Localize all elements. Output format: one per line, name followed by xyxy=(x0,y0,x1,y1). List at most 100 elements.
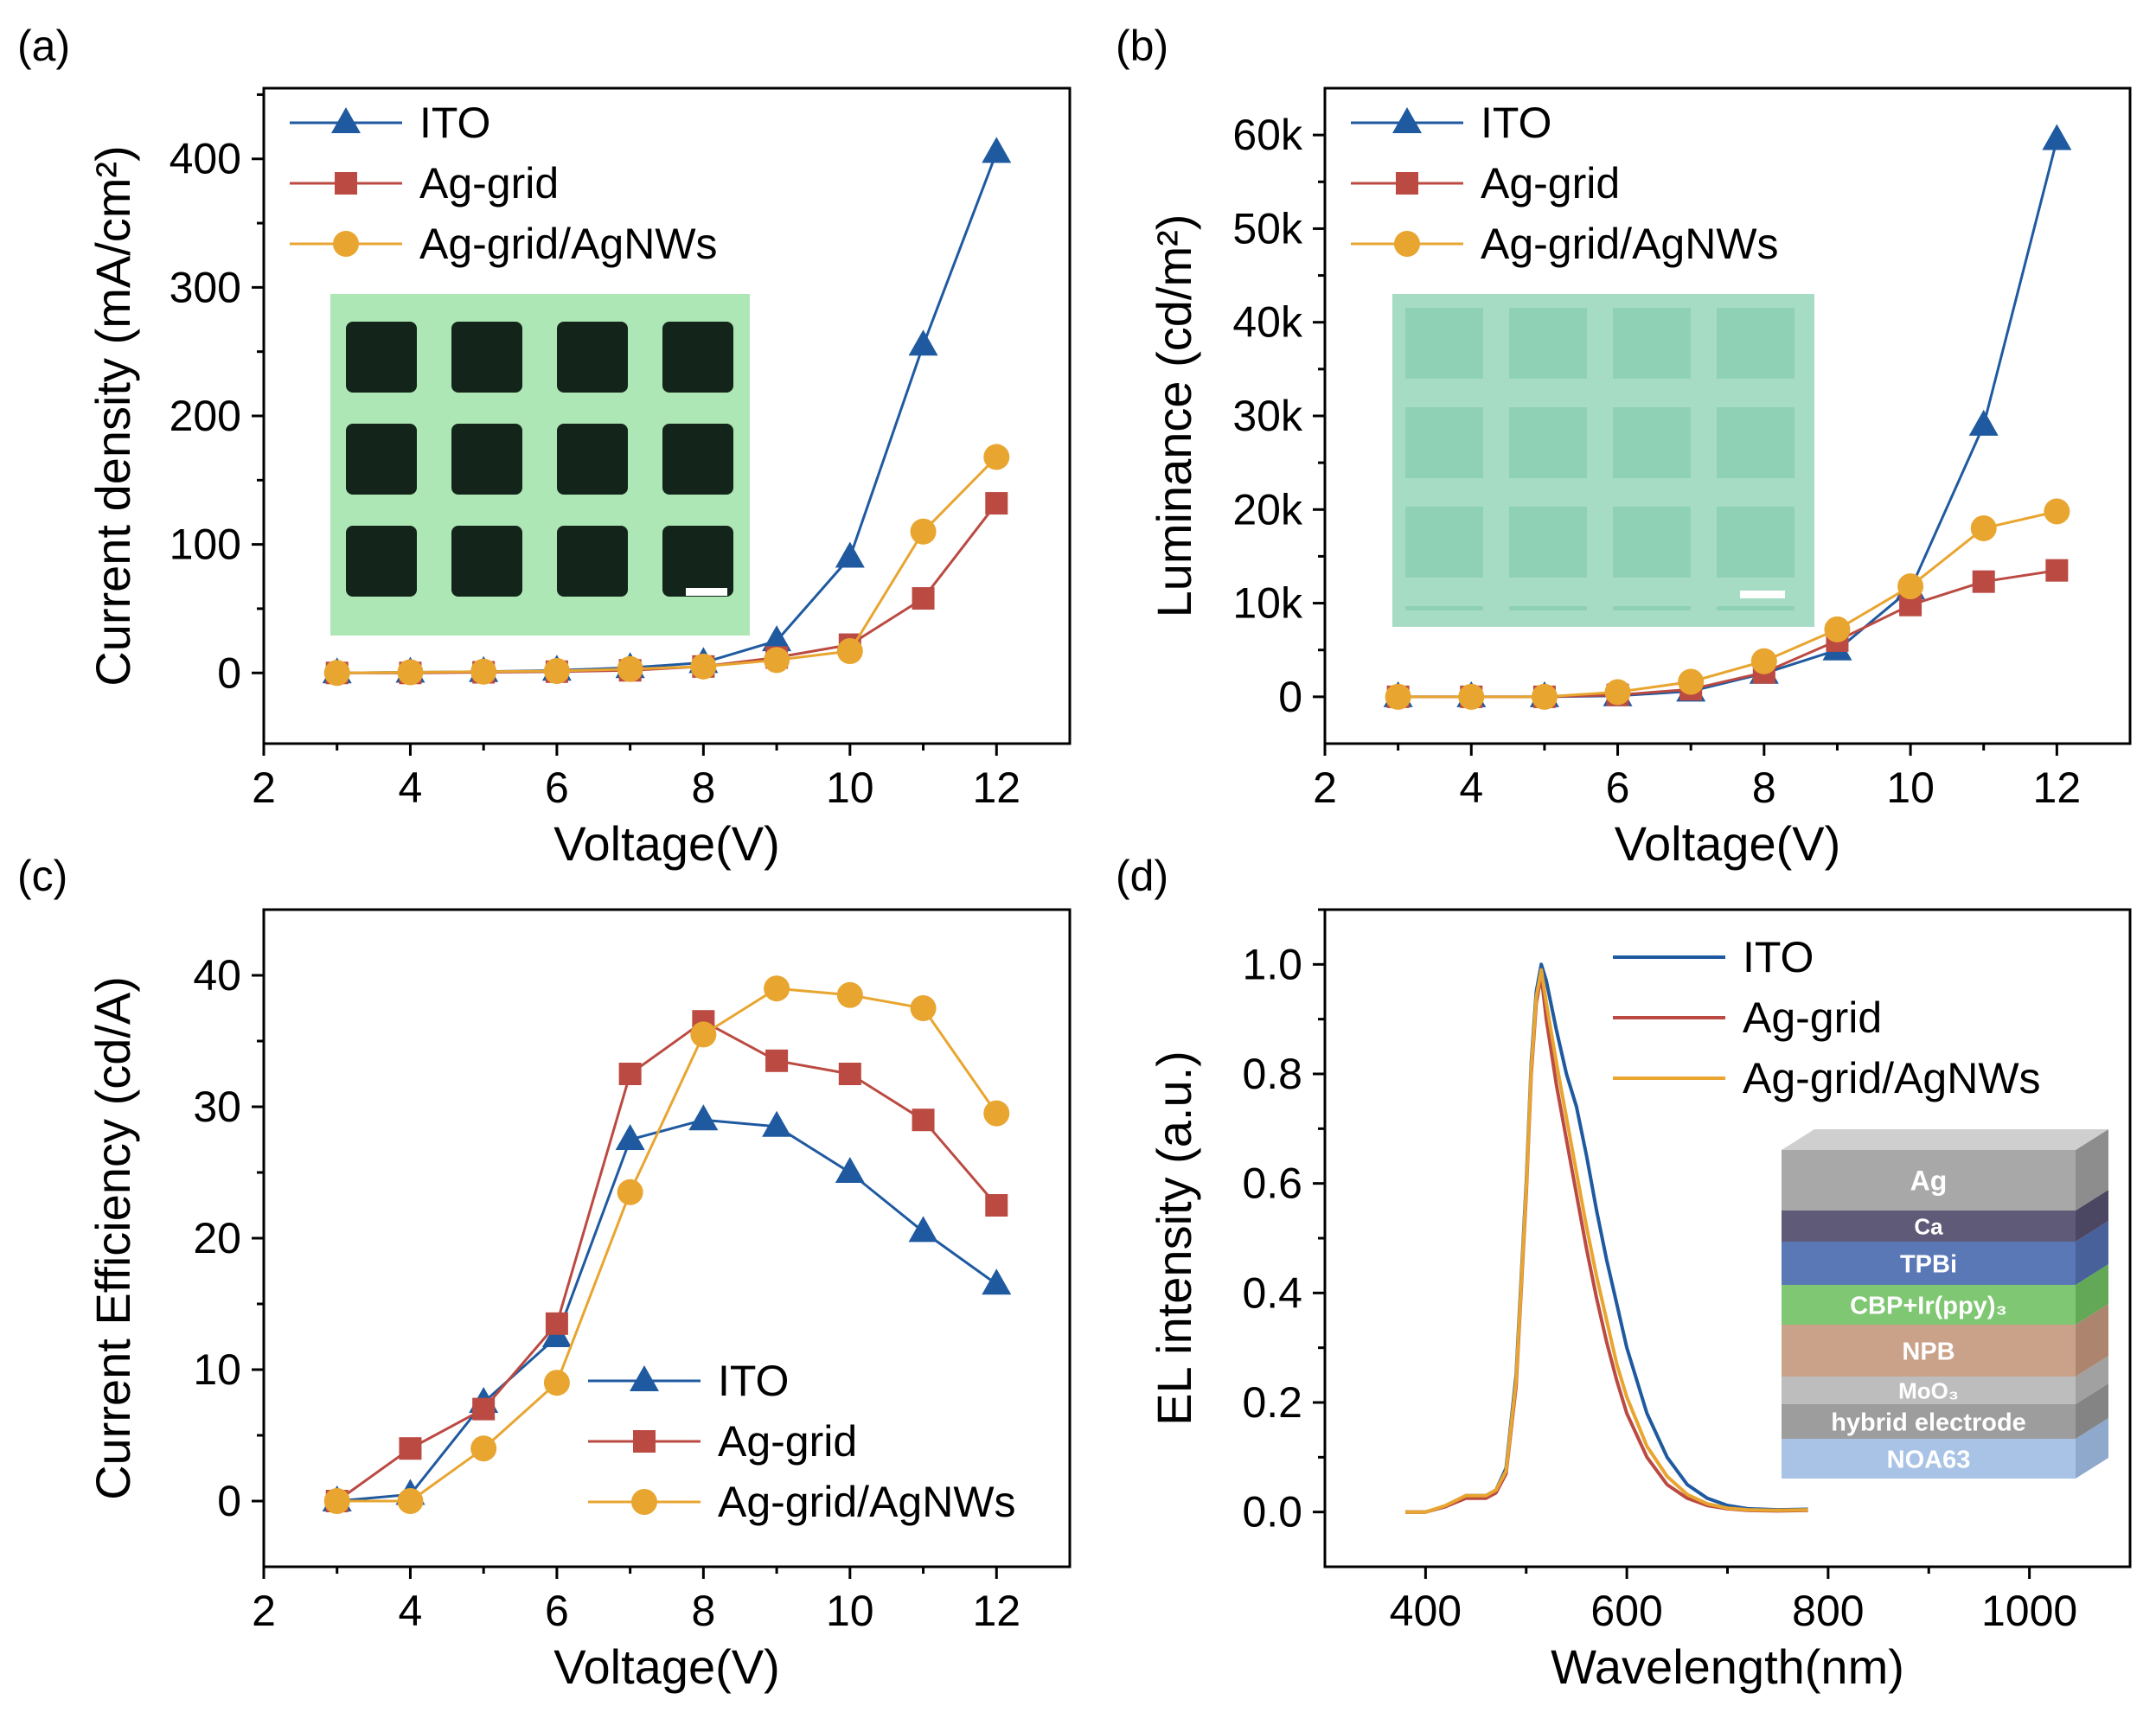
stack-layer-front xyxy=(1782,1211,2076,1242)
data-point-ag-grid-agnws xyxy=(983,444,1010,470)
inset-micrograph-square xyxy=(557,424,628,495)
data-point-ag-grid-agnws xyxy=(764,647,790,674)
y-tick-label: 200 xyxy=(170,392,241,440)
series-line-ag-grid xyxy=(336,1019,998,1503)
y-tick-label: 400 xyxy=(170,135,241,183)
series-line-ag-grid-agnws xyxy=(1405,968,1808,1514)
legend-marker-ag-grid xyxy=(633,1430,656,1453)
panel-label: (d) xyxy=(1116,852,1168,900)
data-point-ag-grid-agnws xyxy=(764,975,790,1002)
panels-root: (a)2 4 6 8 10 120100200300400Voltage(V)Curren… xyxy=(17,22,2132,1694)
x-tick-label: 1000 xyxy=(1981,1587,2077,1635)
series-line-ag-grid-agnws xyxy=(1398,510,2057,699)
data-point-ag-grid xyxy=(1972,570,1995,593)
stack-layer-label: NPB xyxy=(1902,1338,1954,1365)
inset-micrograph-square xyxy=(662,322,733,393)
inset-micrograph-square xyxy=(451,322,522,393)
y-tick-label: 30 xyxy=(193,1083,241,1131)
y-tick-label: 30k xyxy=(1232,392,1303,440)
stack-layer-side xyxy=(2076,1383,2108,1439)
y-tick-label: 0.8 xyxy=(1242,1050,1302,1098)
y-tick-label: 40 xyxy=(193,951,241,1000)
x-axis-label: Voltage(V) xyxy=(1615,816,1841,871)
data-point-ag-grid xyxy=(472,1397,496,1421)
y-tick-label: 300 xyxy=(170,263,241,311)
y-tick-label: 0.6 xyxy=(1242,1160,1302,1208)
stack-layer-front xyxy=(1782,1404,2076,1439)
legend-label-ito: ITO xyxy=(419,99,490,147)
data-point-ito xyxy=(982,137,1012,163)
data-point-ag-grid-agnws xyxy=(690,653,717,680)
legend-label-ito: ITO xyxy=(718,1357,789,1405)
stack-layer-label: MoO₃ xyxy=(1898,1377,1959,1403)
data-point-ito xyxy=(982,1268,1012,1295)
inset-micrograph-square xyxy=(557,322,628,393)
panel-a: (a) 2 4 6 8 10 12 0 100 200 300 400 Voltage(V) Curren… xyxy=(17,22,1072,871)
legend-label-ag-grid-agnws: Ag-grid/AgNWs xyxy=(1481,220,1779,268)
series-line-ito xyxy=(336,1118,998,1503)
x-tick-label: 400 xyxy=(1390,1587,1462,1635)
legend-label-ag-grid: Ag-grid xyxy=(1743,993,1882,1042)
data-point-ag-grid xyxy=(912,587,935,610)
panel-label: (a) xyxy=(17,22,70,70)
legend-marker-ito xyxy=(630,1365,659,1391)
stack-layer-label: NOA63 xyxy=(1887,1446,1971,1473)
data-point-ag-grid-agnws xyxy=(617,1179,643,1205)
stack-layer-side xyxy=(2076,1418,2108,1479)
data-point-ag-grid-agnws xyxy=(983,1100,1010,1127)
x-tick-label: 12 xyxy=(2033,763,2082,812)
x-tick-label: 2 xyxy=(252,763,276,812)
series-line-ito xyxy=(1405,962,1808,1514)
scale-bar xyxy=(686,588,727,596)
x-tick-label: 8 xyxy=(691,763,715,812)
stack-layer-side xyxy=(2076,1221,2108,1285)
stack-layer-side xyxy=(2076,1190,2108,1242)
data-point-ag-grid-agnws xyxy=(397,1488,424,1514)
data-point-ag-grid xyxy=(2045,559,2069,582)
inset-micrograph-square xyxy=(451,526,522,597)
inset-micrograph-square xyxy=(451,424,522,495)
legend-label-ito: ITO xyxy=(1481,99,1551,147)
data-point-ito xyxy=(1968,409,1999,436)
legend-label-ag-grid-agnws: Ag-grid/AgNWs xyxy=(1743,1054,2041,1102)
data-point-ag-grid xyxy=(618,1063,642,1085)
data-point-ito xyxy=(908,1216,938,1243)
x-axis-label: Voltage(V) xyxy=(553,816,780,871)
legend-label-ag-grid-agnws: Ag-grid/AgNWs xyxy=(419,220,718,268)
x-axis-label: Voltage(V) xyxy=(553,1639,780,1694)
legend-label-ag-grid: Ag-grid xyxy=(419,159,559,208)
y-tick-label: 50k xyxy=(1232,204,1303,252)
series-line-ag-grid xyxy=(1405,974,1808,1514)
series-line-ag-grid-agnws xyxy=(336,987,998,1503)
x-tick-label: 800 xyxy=(1792,1587,1864,1635)
panel-label: (c) xyxy=(17,852,67,900)
data-point-ag-grid-agnws xyxy=(1531,683,1558,710)
x-tick-label: 6 xyxy=(1606,763,1630,812)
y-axis-label: Luminance (cd/m²) xyxy=(1147,214,1201,618)
stack-layer-front xyxy=(1782,1150,2076,1211)
data-point-ag-grid xyxy=(765,1049,789,1072)
data-point-ag-grid xyxy=(838,1063,861,1085)
y-tick-label: 20k xyxy=(1232,485,1303,533)
legend-marker-ito xyxy=(1392,107,1422,133)
stack-layer-label: CBP+Ir(ppy)₃ xyxy=(1850,1292,2007,1319)
stack-layer-front xyxy=(1782,1285,2076,1325)
data-point-ag-grid-agnws xyxy=(1897,573,1924,600)
legend-label-ag-grid: Ag-grid xyxy=(1481,159,1620,208)
legend-label-ag-grid-agnws: Ag-grid/AgNWs xyxy=(718,1478,1016,1526)
stack-layer-side xyxy=(2076,1304,2108,1377)
data-point-ito xyxy=(762,1110,792,1137)
y-axis-label: Current density (mA/cm²) xyxy=(86,145,140,686)
data-point-ag-grid-agnws xyxy=(1970,514,1997,541)
panel-label: (b) xyxy=(1116,22,1168,70)
x-tick-label: 12 xyxy=(972,763,1020,812)
panel-d: (d) 400 600 800 1000 0.0 0.2 0.4 0.6 0.8 1.0 Wavele… xyxy=(1116,852,2132,1694)
data-point-ag-grid-agnws xyxy=(910,518,937,545)
data-point-ag-grid-agnws xyxy=(1458,683,1485,710)
inset-micrograph-square xyxy=(557,526,628,597)
data-point-ito xyxy=(835,541,865,568)
data-point-ag-grid xyxy=(545,1312,568,1335)
x-tick-label: 12 xyxy=(972,1587,1020,1635)
x-tick-label: 6 xyxy=(545,763,569,812)
data-point-ag-grid-agnws xyxy=(1678,668,1705,695)
